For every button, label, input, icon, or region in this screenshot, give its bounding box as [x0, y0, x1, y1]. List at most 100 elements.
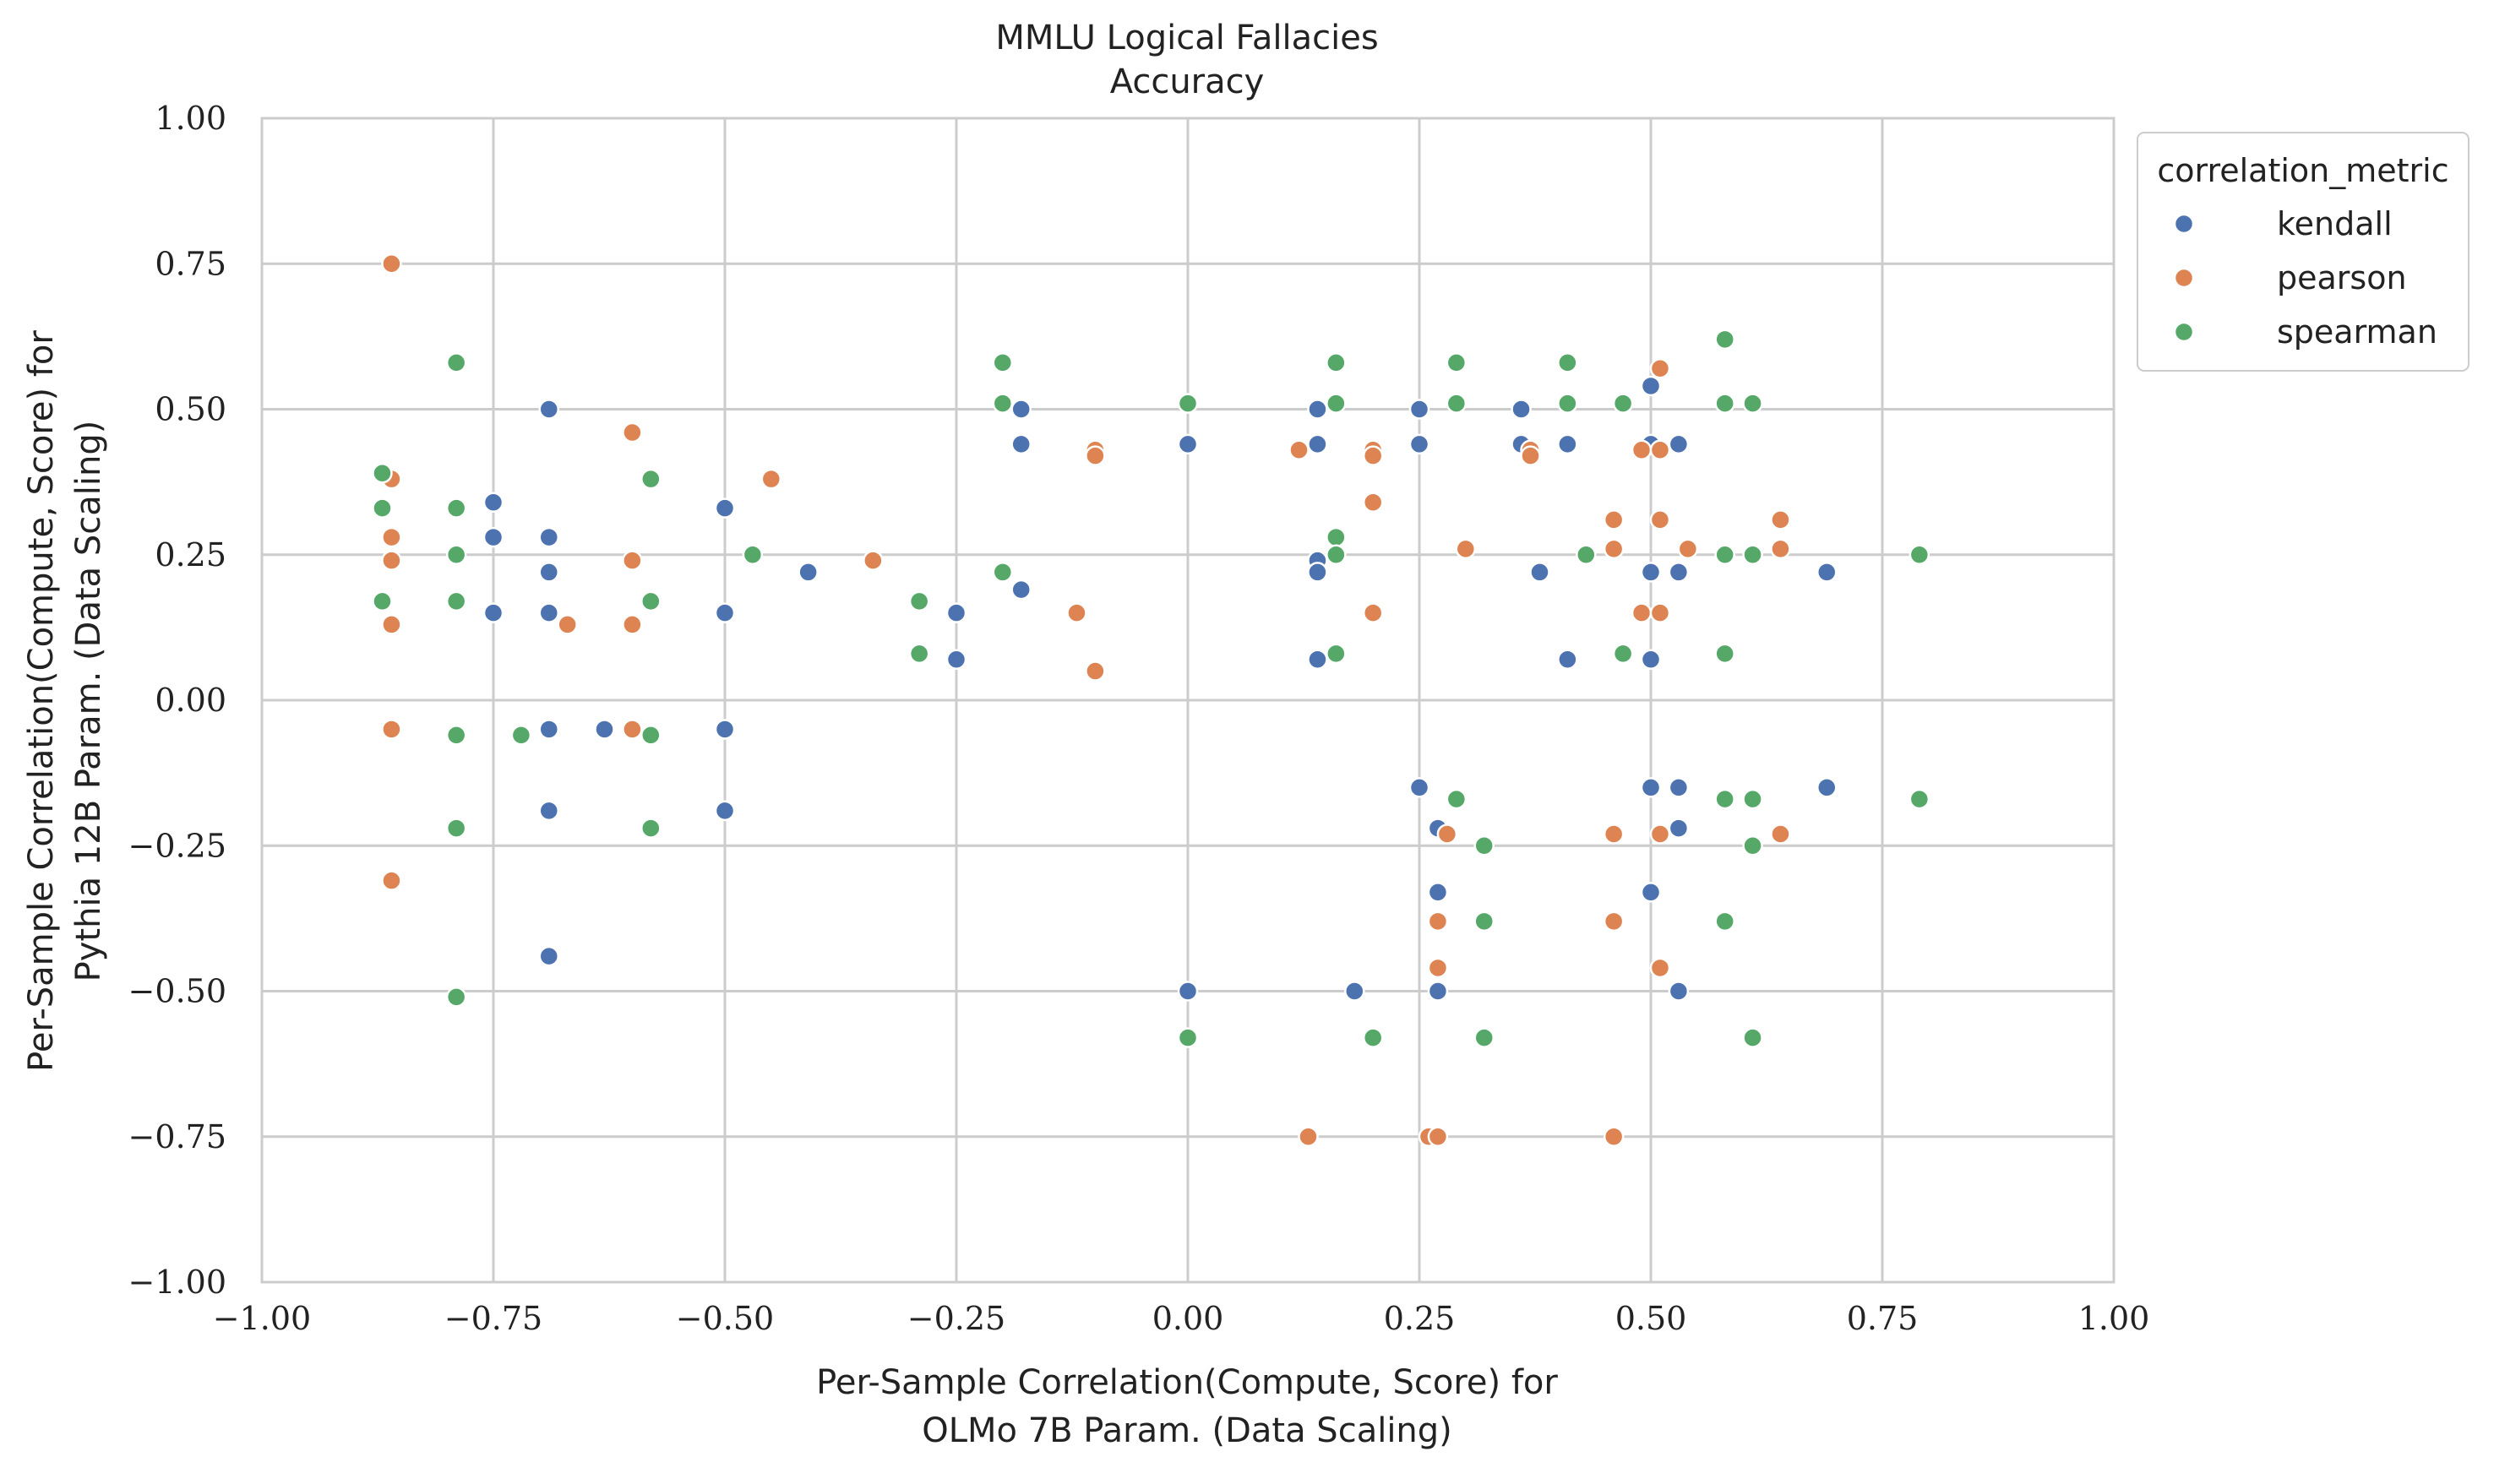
data-point-spearman	[908, 590, 930, 612]
x-tick-label: 0.75	[1847, 1300, 1919, 1337]
data-point-kendall	[1408, 399, 1430, 420]
data-point-kendall	[1177, 981, 1199, 1002]
data-point-spearman	[1714, 544, 1735, 565]
data-point-pearson	[1649, 957, 1671, 979]
data-point-spearman	[640, 468, 662, 490]
y-axis-label-line1: Per-Sample Correlation(Compute, Score) f…	[22, 330, 61, 1072]
data-point-pearson	[1427, 911, 1449, 932]
data-point-pearson	[1770, 538, 1791, 560]
data-point-pearson	[863, 550, 884, 571]
data-point-kendall	[1010, 433, 1032, 455]
y-axis-label-line2: Pythia 12B Param. (Data Scaling)	[69, 421, 108, 982]
x-axis-label-line1: Per-Sample Correlation(Compute, Score) f…	[816, 1363, 1558, 1402]
data-point-pearson	[381, 870, 402, 891]
data-point-kendall	[714, 497, 736, 519]
data-point-spearman	[1326, 526, 1347, 548]
data-point-spearman	[1714, 788, 1735, 810]
chart-subtitle: Accuracy	[1110, 63, 1265, 101]
data-point-kendall	[1557, 433, 1578, 455]
y-tick-label: −0.25	[128, 827, 226, 864]
data-point-spearman	[1612, 643, 1634, 665]
x-tick-label: 0.50	[1615, 1300, 1687, 1337]
data-point-kendall	[1344, 981, 1365, 1002]
data-point-spearman	[742, 544, 764, 565]
data-point-spearman	[1612, 393, 1634, 414]
data-point-kendall	[1307, 649, 1328, 671]
data-point-spearman	[1362, 1027, 1384, 1048]
data-point-pearson	[1455, 538, 1477, 560]
data-point-pearson	[1649, 824, 1671, 845]
data-point-spearman	[445, 497, 467, 519]
data-point-spearman	[1714, 911, 1735, 932]
x-tick-label: 0.25	[1384, 1300, 1456, 1337]
data-point-spearman	[1557, 352, 1578, 373]
data-point-kendall	[714, 719, 736, 740]
data-point-spearman	[1742, 835, 1763, 856]
x-tick-label: 1.00	[2078, 1300, 2150, 1337]
legend-label-kendall: kendall	[2277, 205, 2393, 242]
data-point-pearson	[1362, 602, 1384, 623]
data-point-spearman	[1446, 393, 1468, 414]
data-point-kendall	[1640, 649, 1662, 671]
data-point-spearman	[1177, 1027, 1199, 1048]
data-point-pearson	[381, 253, 402, 275]
data-point-spearman	[1326, 643, 1347, 665]
data-point-pearson	[1603, 911, 1625, 932]
data-point-spearman	[992, 562, 1014, 583]
data-point-kendall	[482, 602, 504, 623]
data-point-pearson	[1362, 445, 1384, 466]
data-point-spearman	[1326, 544, 1347, 565]
y-tick-label: 0.25	[155, 536, 226, 573]
legend-marker-pearson	[2173, 267, 2195, 289]
data-point-spearman	[640, 590, 662, 612]
data-point-kendall	[1640, 777, 1662, 798]
data-point-spearman	[1326, 352, 1347, 373]
data-point-kendall	[1557, 649, 1578, 671]
data-point-pearson	[1677, 538, 1699, 560]
data-point-pearson	[1649, 358, 1671, 379]
data-point-spearman	[445, 590, 467, 612]
data-point-pearson	[1436, 824, 1458, 845]
data-point-spearman	[372, 463, 393, 484]
data-point-kendall	[1307, 399, 1328, 420]
data-point-pearson	[1362, 492, 1384, 513]
plot-frame	[260, 117, 2116, 1284]
data-point-kendall	[1307, 562, 1328, 583]
x-tick-label: 0.00	[1152, 1300, 1224, 1337]
data-point-pearson	[1298, 1126, 1319, 1147]
data-point-spearman	[1909, 544, 1930, 565]
data-point-kendall	[538, 602, 560, 623]
data-point-spearman	[445, 544, 467, 565]
x-tick-label: −0.75	[444, 1300, 542, 1337]
data-point-kendall	[482, 526, 504, 548]
data-point-pearson	[1603, 509, 1625, 530]
data-point-pearson	[381, 719, 402, 740]
data-point-spearman	[992, 393, 1014, 414]
data-point-spearman	[992, 352, 1014, 373]
data-point-kendall	[1408, 777, 1430, 798]
legend-label-pearson: pearson	[2277, 259, 2407, 296]
data-point-spearman	[1742, 544, 1763, 565]
data-point-kendall	[1640, 562, 1662, 583]
x-tick-label: −0.50	[676, 1300, 774, 1337]
data-point-kendall	[538, 526, 560, 548]
data-point-kendall	[538, 399, 560, 420]
data-point-kendall	[1668, 562, 1690, 583]
data-point-kendall	[1408, 433, 1430, 455]
data-point-spearman	[1446, 352, 1468, 373]
data-point-spearman	[908, 643, 930, 665]
data-point-spearman	[1446, 788, 1468, 810]
data-point-spearman	[1576, 544, 1597, 565]
data-point-pearson	[1631, 602, 1653, 623]
data-point-kendall	[1816, 777, 1838, 798]
data-point-pearson	[1427, 1126, 1449, 1147]
data-point-spearman	[1473, 911, 1495, 932]
data-point-kendall	[714, 602, 736, 623]
data-point-spearman	[372, 590, 393, 612]
legend-label-spearman: spearman	[2277, 313, 2437, 351]
data-point-spearman	[1557, 393, 1578, 414]
data-point-spearman	[445, 352, 467, 373]
y-tick-labels: −1.00 −0.75 −0.50 −0.25 0.00 0.25 0.50 0.75 1.00	[128, 100, 226, 1301]
data-point-spearman	[445, 725, 467, 746]
